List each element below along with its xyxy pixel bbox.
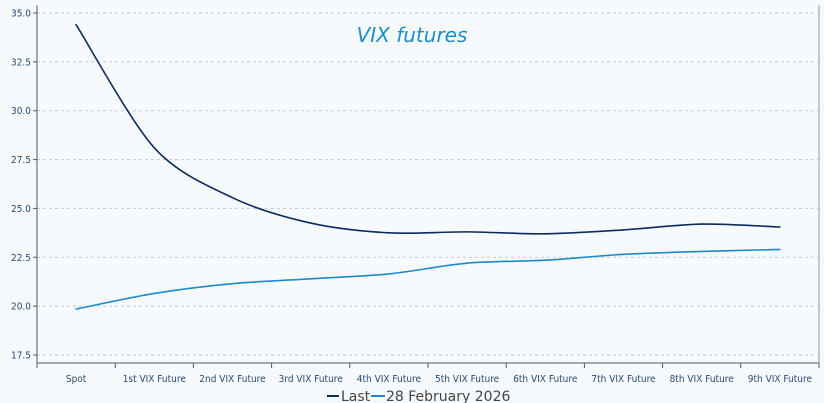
x-tick-label: 5th VIX Future xyxy=(435,374,500,385)
data-point xyxy=(622,253,625,256)
data-point xyxy=(466,231,468,233)
x-tick-label: 2nd VIX Future xyxy=(199,374,266,385)
y-tick-label: 20.0 xyxy=(11,302,31,313)
y-tick-label: 27.5 xyxy=(11,155,31,166)
y-axis-ticks: 17.5 20.0 22.5 25.0 27.5 30.0 32.5 35.0 xyxy=(11,9,37,362)
data-point xyxy=(700,223,703,225)
legend[interactable]: Last 28 February 2026 xyxy=(327,389,510,403)
y-tick-label: 30.0 xyxy=(11,106,31,117)
series-line-1 xyxy=(75,248,780,310)
data-point xyxy=(75,308,77,310)
data-point xyxy=(231,196,234,199)
x-tick-label: 3rd VIX Future xyxy=(279,374,344,385)
x-tick-label: 6th VIX Future xyxy=(513,374,578,385)
data-point xyxy=(779,226,781,228)
y-tick-label: 25.0 xyxy=(11,204,31,215)
x-tick-label: 1st VIX Future xyxy=(123,374,187,385)
gridlines xyxy=(37,12,819,356)
data-point xyxy=(700,250,703,253)
data-point xyxy=(231,282,234,285)
data-point xyxy=(388,232,390,234)
data-point xyxy=(544,259,547,262)
legend-label-last: Last xyxy=(341,389,371,403)
y-tick-label: 22.5 xyxy=(11,253,31,264)
data-point xyxy=(309,222,312,224)
x-tick-label: 7th VIX Future xyxy=(591,374,656,385)
series-line-0 xyxy=(75,24,780,235)
x-tick-label: 4th VIX Future xyxy=(357,374,422,385)
chart-title: VIX futures xyxy=(357,23,468,47)
data-point xyxy=(622,229,625,231)
data-point xyxy=(153,292,156,295)
x-tick-label: 9th VIX Future xyxy=(748,374,813,385)
data-point xyxy=(309,277,312,280)
y-tick-label: 17.5 xyxy=(11,351,31,362)
x-tick-label: Spot xyxy=(66,374,87,385)
x-tick-label: 8th VIX Future xyxy=(670,374,735,385)
data-point xyxy=(388,273,390,275)
x-axis-ticks: Spot 1st VIX Future 2nd VIX Future 3rd VIX … xyxy=(36,363,820,385)
legend-label-feb: 28 February 2026 xyxy=(386,389,510,403)
data-point xyxy=(466,262,468,264)
data-point xyxy=(75,23,77,26)
data-point xyxy=(779,248,781,251)
y-tick-label: 32.5 xyxy=(11,57,31,68)
y-tick-label: 35.0 xyxy=(11,9,31,20)
series-lines xyxy=(75,23,781,310)
data-point xyxy=(153,147,156,149)
data-point xyxy=(544,233,547,235)
